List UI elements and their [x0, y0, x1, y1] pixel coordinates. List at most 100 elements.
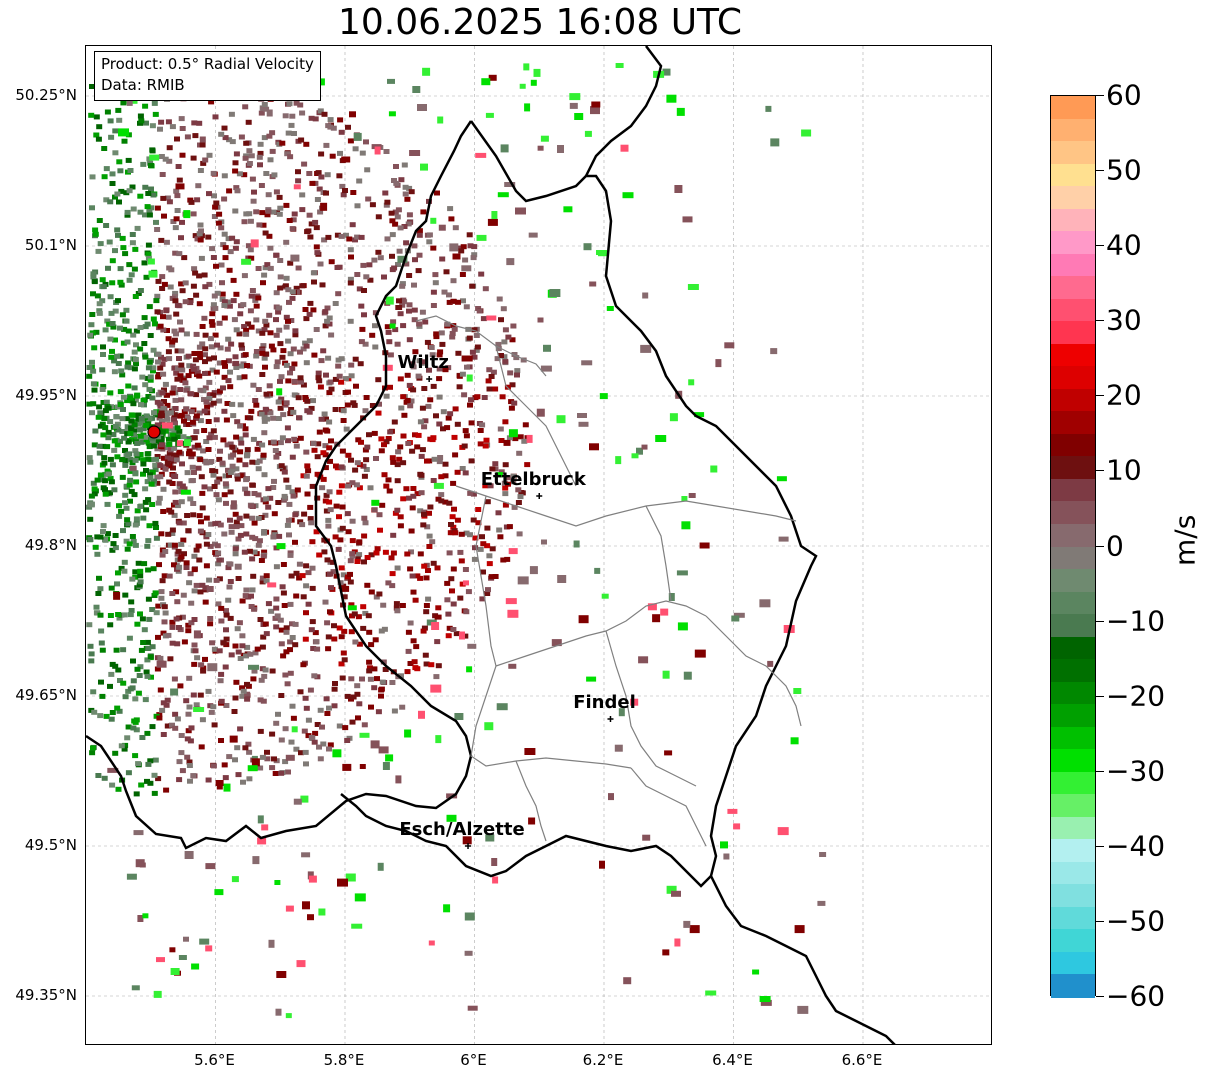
city-marker	[426, 376, 433, 382]
colorbar-tick	[1096, 545, 1104, 547]
latitude-label: 49.5°N	[24, 836, 77, 854]
colorbar-segment	[1051, 974, 1095, 998]
colorbar-tick-label: −50	[1106, 904, 1166, 938]
country-border-france-luxembourg	[340, 793, 712, 888]
canton-boundary	[515, 760, 547, 842]
colorbar-tick	[1096, 320, 1104, 322]
canton-boundaries	[415, 315, 802, 847]
latitude-label: 49.65°N	[15, 686, 77, 704]
radar-site-marker	[147, 425, 161, 439]
colorbar-tick	[1096, 470, 1104, 472]
city-label: Ettelbruck	[480, 469, 586, 490]
canton-boundary	[415, 315, 547, 377]
colorbar-segment	[1051, 186, 1095, 210]
canton-boundary	[455, 485, 797, 527]
longitude-label: 5.8°E	[323, 1051, 365, 1069]
radar-map[interactable]	[85, 45, 992, 1045]
colorbar-segment	[1051, 681, 1095, 705]
colorbar-tick	[1096, 770, 1104, 772]
colorbar-tick-label: 50	[1106, 153, 1142, 187]
graticule	[86, 46, 991, 1044]
radar-map-canvas[interactable]	[86, 46, 992, 1045]
colorbar-unit-label: m/s	[1168, 514, 1202, 566]
colorbar-segment	[1051, 951, 1095, 976]
map-title: 10.06.2025 16:08 UTC	[337, 2, 743, 43]
canton-boundary	[475, 495, 497, 667]
product-info-box: Product: 0.5° Radial Velocity Data: RMIB	[94, 51, 321, 101]
colorbar-segment	[1051, 141, 1095, 165]
colorbar-segment	[1051, 794, 1095, 818]
canton-boundary	[470, 665, 632, 769]
canton-boundary	[605, 630, 697, 787]
latitude-label: 50.1°N	[24, 236, 77, 254]
colorbar-segment	[1051, 163, 1095, 187]
colorbar-segment	[1051, 366, 1095, 390]
longitude-label: 5.6°E	[194, 1051, 235, 1069]
colorbar-segment	[1051, 343, 1095, 367]
colorbar-segment	[1051, 839, 1095, 863]
colorbar-tick	[1096, 95, 1104, 96]
latitude-label: 50.25°N	[15, 86, 77, 104]
city-label: Esch/Alzette	[399, 819, 525, 840]
city-marker	[607, 716, 614, 722]
colorbar-tick	[1096, 620, 1104, 622]
colorbar-tick-label: −10	[1106, 604, 1166, 638]
colorbar-segment	[1051, 861, 1095, 885]
colorbar-segment	[1051, 96, 1095, 120]
product-label: Product: 0.5° Radial Velocity	[101, 55, 314, 73]
colorbar-segment	[1051, 501, 1095, 525]
colorbar-segment	[1051, 704, 1095, 728]
colorbar-segment	[1051, 749, 1095, 773]
colorbar-segment	[1051, 614, 1095, 638]
colorbar-tick-label: 20	[1106, 378, 1142, 412]
colorbar-segment	[1051, 884, 1095, 908]
radar-echoes	[86, 57, 827, 1019]
colorbar-segment	[1051, 253, 1095, 277]
colorbar-tick-label: 0	[1106, 529, 1124, 562]
city-markers	[426, 376, 614, 849]
colorbar-segment	[1051, 478, 1095, 503]
colorbar-segment	[1051, 321, 1095, 345]
colorbar-tick	[1096, 395, 1104, 397]
canton-boundary	[495, 600, 707, 667]
colorbar-segment	[1051, 118, 1095, 142]
colorbar-segment	[1051, 726, 1095, 750]
colorbar-segment	[1051, 411, 1095, 435]
colorbar-segment	[1051, 388, 1095, 412]
latitude-label: 49.95°N	[15, 386, 77, 404]
colorbar-tick-label: −60	[1106, 979, 1166, 1013]
city-marker	[536, 493, 543, 499]
velocity-colorbar	[1050, 95, 1096, 998]
country-borders	[86, 46, 896, 1044]
colorbar-segment	[1051, 591, 1095, 615]
longitude-label: 6°E	[460, 1051, 487, 1069]
colorbar-segment	[1051, 816, 1095, 840]
city-label: Wiltz	[397, 352, 449, 373]
colorbar-tick-label: 60	[1106, 78, 1142, 112]
colorbar-segment	[1051, 208, 1095, 232]
colorbar-segment	[1051, 231, 1095, 255]
canton-boundary	[645, 505, 672, 602]
country-border-belgium-luxembourg	[86, 120, 473, 850]
colorbar-tick	[1096, 996, 1104, 997]
colorbar-segment	[1051, 906, 1095, 931]
canton-boundary	[705, 615, 802, 727]
colorbar-segment	[1051, 636, 1095, 660]
colorbar-tick	[1096, 695, 1104, 697]
colorbar-tick-label: −40	[1106, 829, 1166, 863]
latitude-label: 49.35°N	[15, 986, 77, 1004]
colorbar-tick-label: −20	[1106, 679, 1166, 713]
colorbar-segment	[1051, 569, 1095, 593]
colorbar-tick-label: 40	[1106, 228, 1142, 262]
country-border-germany-east	[584, 46, 663, 177]
colorbar-tick	[1096, 920, 1104, 922]
colorbar-segment	[1051, 523, 1095, 548]
colorbar-segment	[1051, 771, 1095, 795]
colorbar-segment	[1051, 929, 1095, 953]
colorbar-tick	[1096, 245, 1104, 247]
colorbar-tick	[1096, 845, 1104, 847]
colorbar-segment	[1051, 456, 1095, 480]
canton-boundary	[630, 767, 707, 847]
colorbar-segment	[1051, 546, 1095, 570]
longitude-label: 6.6°E	[841, 1051, 883, 1069]
